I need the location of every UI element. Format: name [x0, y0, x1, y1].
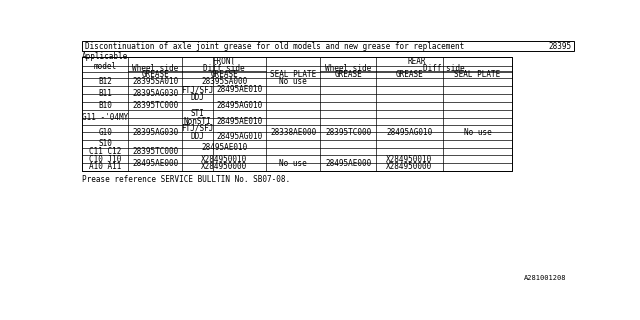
Text: NonSTI: NonSTI [184, 117, 212, 126]
Text: Wheel side: Wheel side [132, 64, 179, 73]
Text: 28395SA000: 28395SA000 [201, 77, 247, 86]
Text: Diff side: Diff side [424, 64, 465, 73]
Text: FRONT: FRONT [212, 57, 236, 66]
Text: 28395: 28395 [548, 42, 572, 51]
Text: X284950010: X284950010 [387, 155, 433, 164]
Text: 28495AE000: 28495AE000 [325, 159, 371, 168]
Bar [83, 57, 513, 171]
Text: GREASE: GREASE [211, 70, 238, 79]
Text: B11: B11 [99, 89, 112, 98]
Text: 28495AE010: 28495AE010 [201, 143, 247, 152]
Text: 28395TC000: 28395TC000 [132, 147, 179, 156]
Text: GREASE: GREASE [334, 70, 362, 79]
Text: 28395AG030: 28395AG030 [132, 128, 179, 137]
Text: A10 A11: A10 A11 [89, 163, 122, 172]
Text: FTJ/SFJ: FTJ/SFJ [182, 124, 214, 133]
Text: 28495AE000: 28495AE000 [132, 159, 179, 168]
Text: X284950000: X284950000 [201, 163, 247, 172]
Text: 28395AG030: 28395AG030 [132, 89, 179, 98]
Text: A281001208: A281001208 [524, 275, 566, 281]
Text: B12: B12 [99, 77, 112, 86]
Text: Prease reference SERVICE BULLTIN No. SB07-08.: Prease reference SERVICE BULLTIN No. SB0… [83, 175, 291, 184]
Text: No use: No use [279, 77, 307, 86]
Text: C11 C12: C11 C12 [89, 147, 122, 156]
Bar [83, 41, 573, 52]
Text: 28495AE010: 28495AE010 [216, 85, 263, 94]
Text: X284950010: X284950010 [201, 155, 247, 164]
Text: No use: No use [464, 128, 492, 137]
Text: Diff side: Diff side [204, 64, 245, 73]
Text: SEAL PLATE: SEAL PLATE [270, 70, 316, 79]
Text: DDJ: DDJ [191, 132, 205, 141]
Text: Discontinuation of axle joint grease for old models and new grease for replaceme: Discontinuation of axle joint grease for… [85, 42, 465, 51]
Text: FTJ/SFJ: FTJ/SFJ [182, 85, 214, 94]
Text: No use: No use [279, 159, 307, 168]
Text: 28495AE010: 28495AE010 [216, 117, 263, 126]
Text: Applicable
model: Applicable model [82, 52, 128, 71]
Text: 28338AE000: 28338AE000 [270, 128, 316, 137]
Text: Wheel side: Wheel side [325, 64, 371, 73]
Text: 28495AG010: 28495AG010 [387, 128, 433, 137]
Text: G11 -'04MY: G11 -'04MY [82, 113, 128, 122]
Text: C10 J10: C10 J10 [89, 155, 122, 164]
Text: REAR: REAR [407, 57, 426, 66]
Text: 28495AG010: 28495AG010 [216, 132, 263, 141]
Text: G10: G10 [99, 128, 112, 137]
Text: B10: B10 [99, 101, 112, 110]
Text: S10: S10 [99, 140, 112, 148]
Text: SEAL PLATE: SEAL PLATE [454, 70, 500, 79]
Text: 28395SA010: 28395SA010 [132, 77, 179, 86]
Text: 28395TC000: 28395TC000 [132, 101, 179, 110]
Text: GREASE: GREASE [141, 70, 169, 79]
Text: GREASE: GREASE [396, 70, 423, 79]
Text: 28395TC000: 28395TC000 [325, 128, 371, 137]
Text: 28495AG010: 28495AG010 [216, 101, 263, 110]
Text: STI: STI [191, 109, 205, 118]
Text: DDJ: DDJ [191, 93, 205, 102]
Text: X284950000: X284950000 [387, 163, 433, 172]
